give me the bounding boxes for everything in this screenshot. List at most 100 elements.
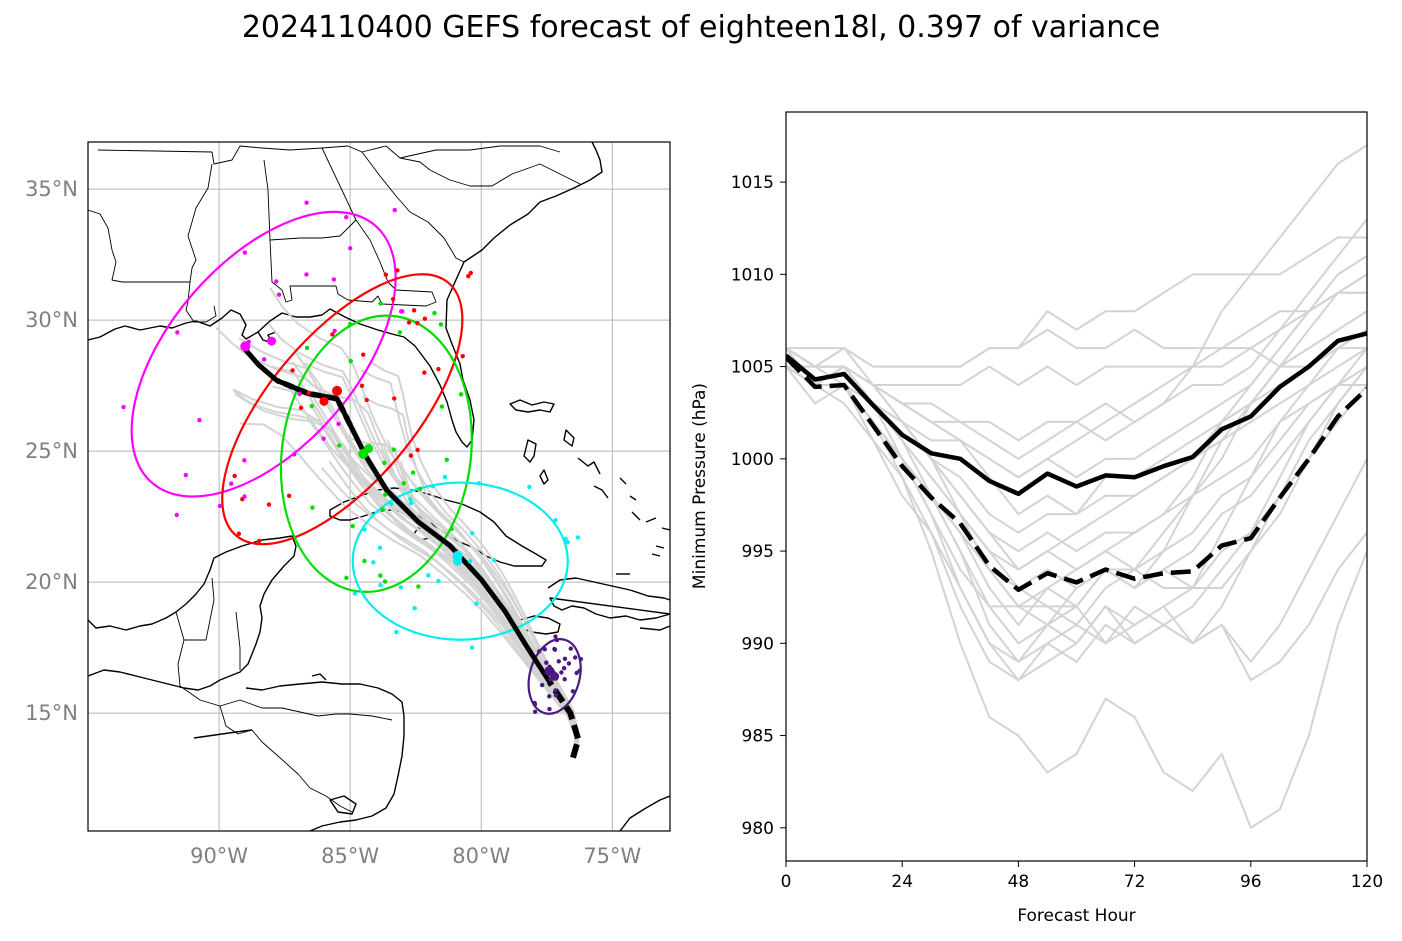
- ensemble-track: [320, 466, 579, 758]
- ensemble-track: [239, 422, 577, 758]
- cyan-member-point: [352, 591, 358, 596]
- green-member-point: [444, 457, 449, 462]
- purple-member-point: [553, 693, 559, 698]
- ensemble-pressure-line: [786, 365, 1367, 682]
- bahamas-islands: [593, 485, 609, 499]
- green-member-point: [383, 492, 388, 497]
- green-member-point: [378, 573, 383, 578]
- red-member-point: [359, 383, 365, 389]
- magenta-member-point: [392, 207, 397, 213]
- purple-member-point: [547, 706, 552, 712]
- purple-member-point: [552, 647, 558, 652]
- magenta-member-point: [292, 452, 297, 457]
- green-member-point: [378, 301, 383, 306]
- state-border: [88, 163, 213, 283]
- magenta-member-point: [121, 404, 126, 410]
- country-border: [235, 611, 241, 670]
- green-member-point: [310, 505, 315, 510]
- ensemble-pressure-line: [786, 347, 1367, 627]
- plot-ticks: 0 24 48 72 96 120 980 985 990 995 1000 1005 1010 1015: [731, 173, 1383, 892]
- magenta-member-point: [242, 250, 248, 255]
- purple-member-point: [544, 660, 549, 665]
- cyan-cluster-center: [453, 556, 463, 566]
- x-axis-label: Forecast Hour: [1017, 906, 1135, 926]
- cyan-member-point: [371, 560, 376, 565]
- purple-member-point: [562, 656, 568, 661]
- red-member-point: [290, 368, 295, 373]
- red-member-point: [468, 270, 473, 276]
- red-member-point: [361, 352, 366, 357]
- bahamas-islands: [523, 439, 537, 463]
- red-member-point: [466, 273, 471, 279]
- cyan-member-point: [442, 474, 448, 480]
- red-member-point: [236, 531, 242, 536]
- cyan-member-point: [378, 582, 383, 588]
- y-tick-label: 990: [742, 634, 774, 654]
- red-member-point: [422, 316, 428, 321]
- purple-member-point: [536, 649, 542, 654]
- map-gridlines: [88, 142, 670, 831]
- purple-member-point: [566, 661, 572, 666]
- purple-member-point: [568, 646, 573, 651]
- mexico-coastline: [88, 535, 297, 691]
- red-member-point: [406, 320, 412, 325]
- mean-pressure-line: [786, 331, 1367, 497]
- island-outline: [311, 673, 327, 681]
- state-border: [399, 145, 561, 159]
- red-member-point: [256, 538, 262, 544]
- lat-tick-label: 30°N: [25, 308, 78, 332]
- ensemble-pressure-line: [786, 365, 1367, 664]
- y-tick-label: 985: [742, 727, 774, 747]
- mean-track: [240, 344, 582, 759]
- cyan-member-point: [476, 481, 482, 486]
- pressure-lines: [786, 144, 1367, 830]
- red-member-point: [390, 296, 396, 302]
- purple-member-point: [553, 688, 558, 693]
- red-member-point: [306, 390, 311, 396]
- purple-member-point: [547, 694, 552, 699]
- magenta-member-point: [332, 328, 337, 334]
- ensemble-pressure-line: [786, 310, 1367, 516]
- magenta-member-point: [229, 481, 234, 486]
- x-tick-label: 72: [1124, 872, 1146, 892]
- ensemble-track: [233, 389, 578, 758]
- cyan-member-point: [412, 606, 417, 611]
- magenta-member-point: [242, 458, 247, 463]
- map-frame: [87, 141, 671, 832]
- red-cluster-center: [332, 385, 343, 396]
- y-tick-label: 1005: [731, 358, 774, 378]
- red-member-point: [298, 405, 304, 411]
- purple-member-point: [556, 659, 561, 664]
- green-member-point: [438, 322, 444, 327]
- ensemble-pressure-line: [786, 291, 1367, 571]
- red-member-point: [240, 496, 245, 502]
- magenta-member-point: [400, 309, 405, 314]
- red-member-point: [392, 396, 397, 401]
- bahamas-islands: [619, 477, 657, 523]
- cyan-member-point: [527, 484, 532, 490]
- green-member-point: [382, 579, 388, 584]
- lon-tick-label: 85°W: [321, 844, 379, 868]
- island-outline: [639, 625, 670, 631]
- red-cluster-center: [319, 396, 329, 406]
- purple-member-point: [559, 670, 564, 675]
- magenta-member-point: [304, 200, 309, 205]
- red-member-point: [330, 332, 335, 337]
- green-member-point: [417, 486, 423, 492]
- red-member-point: [436, 366, 441, 372]
- y-tick-label: 995: [742, 542, 774, 562]
- purple-member-point: [572, 655, 578, 660]
- purple-member-point: [542, 647, 547, 652]
- magenta-member-point: [336, 421, 341, 427]
- ensemble-pressure-line: [786, 273, 1367, 387]
- ensemble-pressure-line: [786, 236, 1367, 368]
- bahamas-islands: [651, 527, 670, 557]
- mean-track-dashed: [546, 680, 582, 759]
- purple-member-point: [532, 709, 538, 714]
- green-member-point: [362, 558, 367, 564]
- magenta-cluster-center: [267, 336, 277, 346]
- bahamas-islands: [509, 399, 555, 413]
- ensemble-pressure-line: [786, 144, 1367, 461]
- magenta-member-point: [304, 272, 309, 277]
